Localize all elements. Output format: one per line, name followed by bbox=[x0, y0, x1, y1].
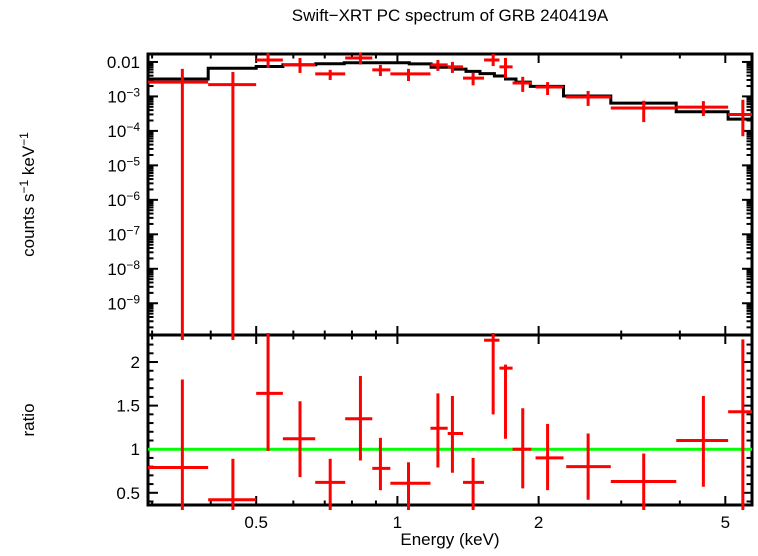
svg-text:10−6: 10−6 bbox=[107, 189, 140, 210]
panel-frames bbox=[146, 52, 754, 507]
svg-text:0.5: 0.5 bbox=[244, 513, 268, 532]
model-line bbox=[148, 61, 752, 121]
y-axis-label-counts: counts s−1 keV−1 bbox=[17, 132, 38, 257]
chart-title: Swift−XRT PC spectrum of GRB 240419A bbox=[291, 6, 609, 25]
svg-text:0.5: 0.5 bbox=[116, 484, 140, 503]
svg-text:2: 2 bbox=[534, 513, 543, 532]
svg-text:10−8: 10−8 bbox=[107, 258, 140, 279]
svg-text:0.01: 0.01 bbox=[107, 53, 140, 72]
svg-text:1: 1 bbox=[131, 440, 140, 459]
svg-text:Energy (keV): Energy (keV) bbox=[400, 530, 499, 549]
svg-text:ratio: ratio bbox=[19, 403, 38, 436]
tick-labels: 0.01 10−3 10−4 10−5 10−6 10−7 10−8 10−9 0.5 1 1.5 2… bbox=[107, 53, 730, 532]
svg-text:10−4: 10−4 bbox=[107, 120, 140, 141]
svg-text:counts s−1 keV−1: counts s−1 keV−1 bbox=[17, 132, 38, 257]
svg-text:10−3: 10−3 bbox=[107, 85, 140, 106]
svg-text:1: 1 bbox=[393, 513, 402, 532]
spectrum-points bbox=[148, 52, 752, 340]
svg-text:10−7: 10−7 bbox=[107, 223, 140, 244]
svg-text:2: 2 bbox=[131, 353, 140, 372]
y-axis-label-ratio: ratio bbox=[19, 403, 38, 436]
svg-text:5: 5 bbox=[721, 513, 730, 532]
x-axis-label: Energy (keV) bbox=[400, 530, 499, 549]
ratio-points bbox=[148, 333, 752, 510]
svg-text:10−5: 10−5 bbox=[107, 154, 140, 175]
axis-ticks bbox=[148, 54, 752, 505]
svg-text:1.5: 1.5 bbox=[116, 397, 140, 416]
svg-text:10−9: 10−9 bbox=[107, 292, 140, 313]
